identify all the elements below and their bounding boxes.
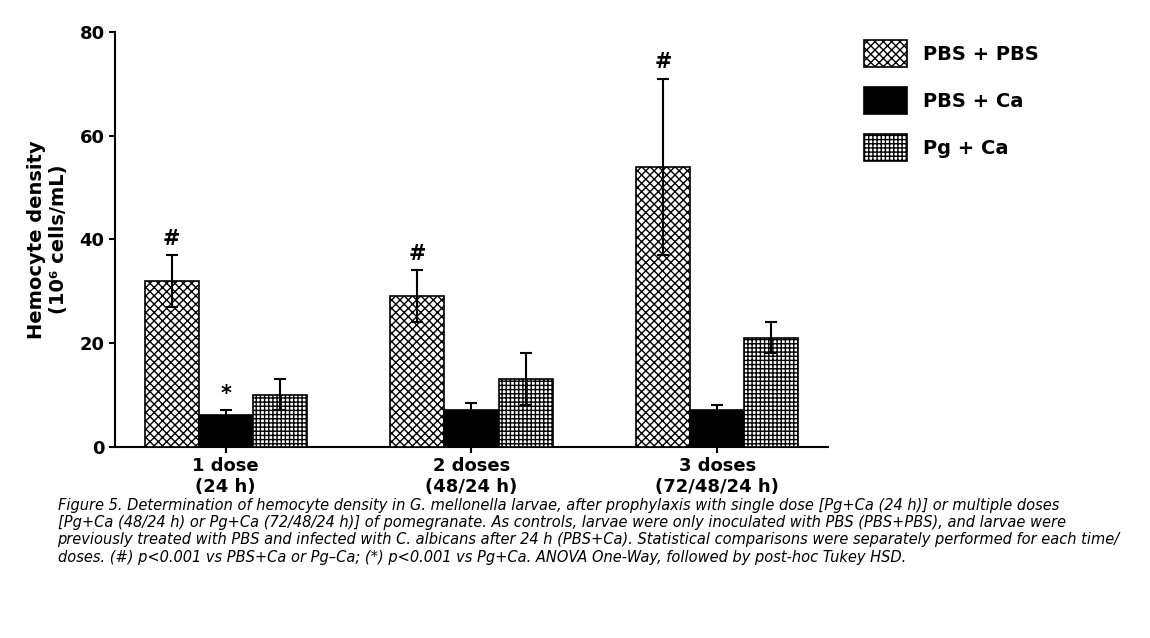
Bar [744,338,798,447]
Y-axis label: Hemocyte density
(10⁶ cells/mL): Hemocyte density (10⁶ cells/mL) [28,140,68,339]
Bar [390,296,444,447]
Text: Figure 5. Determination of hemocyte density in G. mellonella larvae, after proph: Figure 5. Determination of hemocyte dens… [58,498,1120,565]
Bar [636,167,690,447]
Bar [199,415,253,447]
Text: *: * [220,384,231,404]
Bar [253,395,307,447]
Bar [444,410,499,447]
Text: #: # [654,52,672,72]
Legend: PBS + PBS, PBS + Ca, Pg + Ca: PBS + PBS, PBS + Ca, Pg + Ca [857,32,1046,169]
Bar [690,410,744,447]
Text: #: # [408,244,427,264]
Text: #: # [163,228,181,249]
Bar [145,281,199,447]
Bar [499,379,553,447]
